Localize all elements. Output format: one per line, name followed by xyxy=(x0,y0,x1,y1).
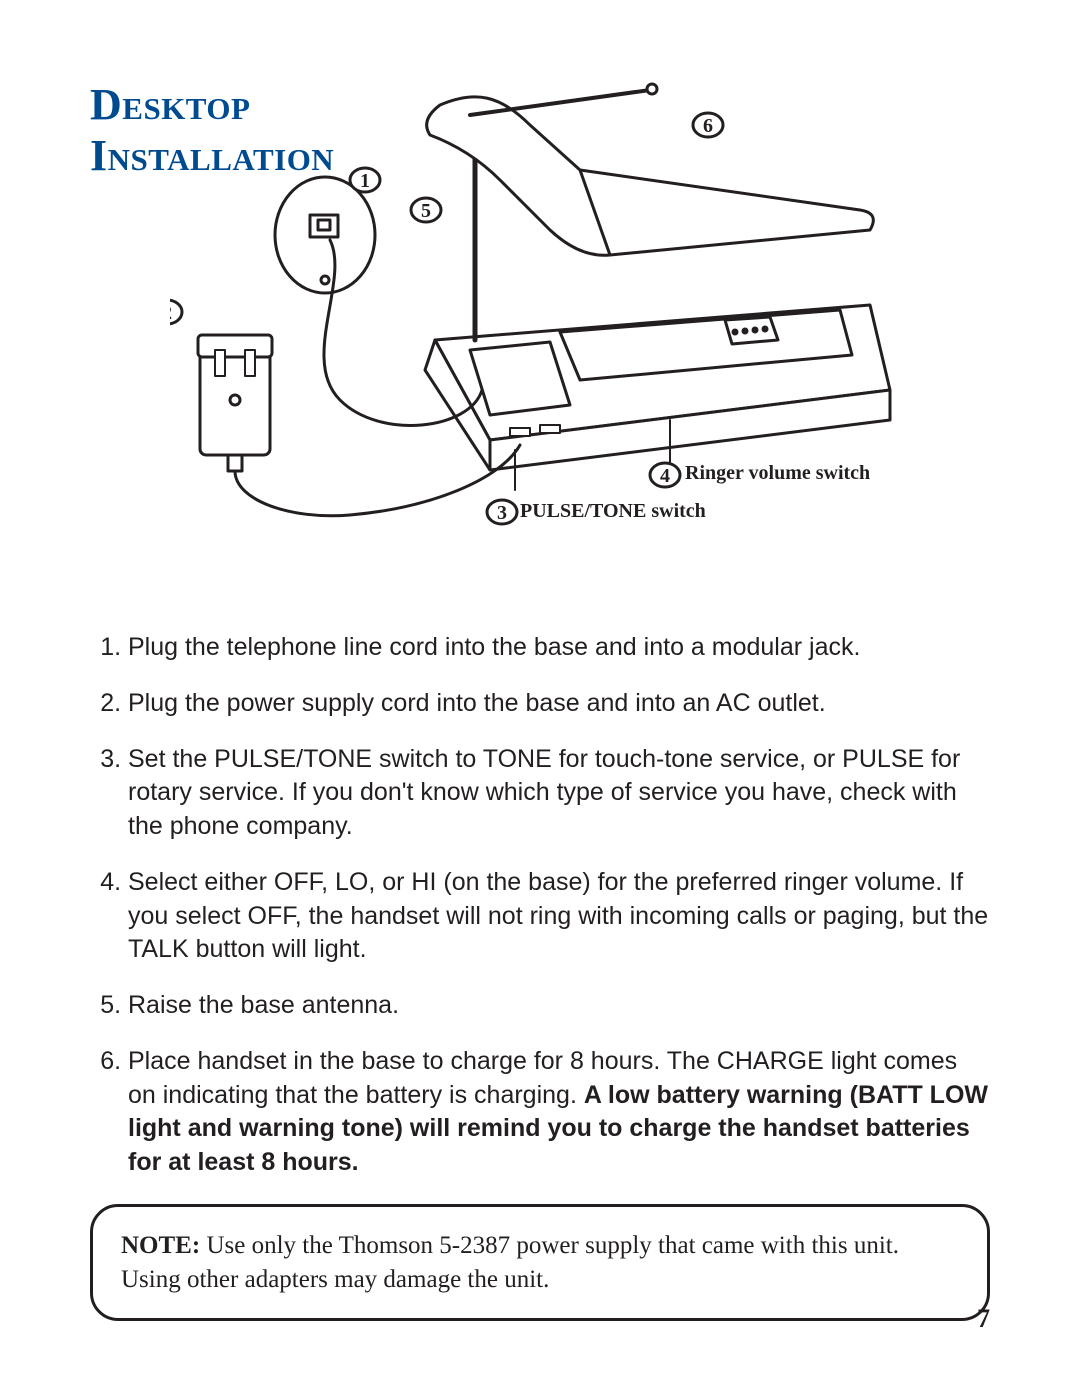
step-4: Select either OFF, LO, or HI (on the bas… xyxy=(128,866,990,967)
svg-text:6: 6 xyxy=(703,115,713,137)
manual-page: Desktop Installation xyxy=(0,0,1080,1374)
svg-text:3: 3 xyxy=(497,502,507,524)
svg-text:1: 1 xyxy=(360,170,370,192)
note-text: Use only the Thomson 5-2387 power supply… xyxy=(121,1232,899,1293)
step-5: Raise the base antenna. xyxy=(128,989,990,1023)
step-1: Plug the telephone line cord into the ba… xyxy=(128,631,990,665)
step-6: Place handset in the base to charge for … xyxy=(128,1045,990,1180)
instruction-steps: Plug the telephone line cord into the ba… xyxy=(90,631,990,1180)
step-3: Set the PULSE/TONE switch to TONE for to… xyxy=(128,743,990,844)
installation-diagram: 1 5 6 2 3 4 PULSE/TONE switch Ringer vol… xyxy=(170,80,920,540)
svg-text:5: 5 xyxy=(421,200,431,222)
svg-text:2: 2 xyxy=(170,302,172,324)
note-label: NOTE: xyxy=(121,1232,200,1259)
step-2: Plug the power supply cord into the base… xyxy=(128,687,990,721)
callout-label-3: PULSE/TONE switch xyxy=(520,500,706,523)
note-box: NOTE: Use only the Thomson 5-2387 power … xyxy=(90,1204,990,1322)
page-number: 7 xyxy=(977,1304,990,1334)
svg-text:4: 4 xyxy=(660,465,670,487)
callout-label-4: Ringer volume switch xyxy=(685,462,870,485)
